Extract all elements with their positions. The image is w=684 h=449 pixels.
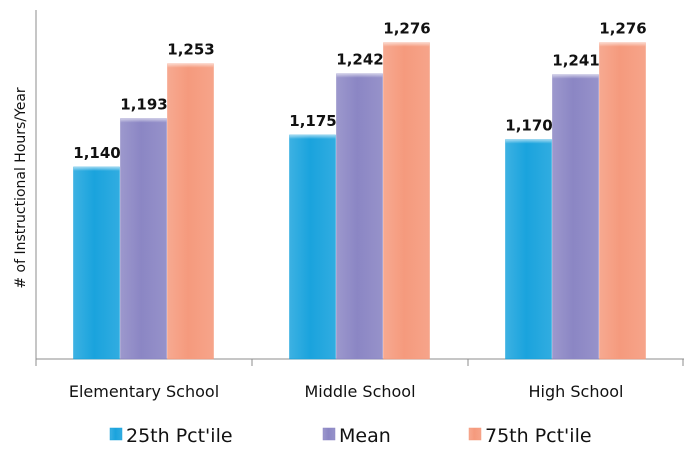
bar-mean xyxy=(552,74,599,360)
legend-item: 75th Pct'ile xyxy=(468,425,592,447)
bar-highlight xyxy=(73,167,120,171)
bar-25th-pct-ile xyxy=(505,139,552,360)
legend-label: 75th Pct'ile xyxy=(485,425,592,447)
value-label: 1,241 xyxy=(552,52,599,70)
legend-swatch xyxy=(468,427,482,441)
bar-mean xyxy=(336,73,383,360)
value-label: 1,170 xyxy=(505,117,552,135)
legend-swatch xyxy=(322,427,336,441)
value-label: 1,175 xyxy=(289,112,336,130)
legend-item: Mean xyxy=(322,425,391,447)
legend-swatch xyxy=(109,427,123,441)
bar-highlight xyxy=(120,118,167,123)
legend-item: 25th Pct'ile xyxy=(109,425,233,447)
value-label: 1,242 xyxy=(336,51,383,69)
legend: 25th Pct'ile Mean 75th Pct'ile xyxy=(109,425,592,447)
bar-highlight xyxy=(167,63,214,68)
y-axis-label: # of Instructional Hours/Year xyxy=(13,87,29,289)
bar-75th-pct-ile xyxy=(383,42,430,360)
value-label: 1,193 xyxy=(120,96,167,114)
x-tick-label: Elementary School xyxy=(69,382,219,401)
bar-mean xyxy=(120,118,167,360)
x-tick-label: High School xyxy=(529,382,624,401)
bar-highlight xyxy=(336,73,383,78)
value-label: 1,276 xyxy=(599,20,646,38)
value-label: 1,276 xyxy=(383,20,430,38)
value-label: 1,140 xyxy=(73,144,120,162)
bar-75th-pct-ile xyxy=(167,63,214,360)
x-tick-label: Middle School xyxy=(304,382,415,401)
bar-highlight xyxy=(289,135,336,139)
bar-highlight xyxy=(552,74,599,79)
bar-highlight xyxy=(383,42,430,47)
legend-label: Mean xyxy=(339,425,391,447)
bar-25th-pct-ile xyxy=(73,166,120,360)
bar-25th-pct-ile xyxy=(289,134,336,360)
legend-label: 25th Pct'ile xyxy=(126,425,233,447)
bars xyxy=(73,42,646,360)
category-labels: Elementary School Middle School High Schoo… xyxy=(69,382,624,401)
bar-75th-pct-ile xyxy=(599,42,646,360)
value-labels: 1,1401,1931,2531,1751,2421,2761,1701,241… xyxy=(73,20,646,162)
bar-highlight xyxy=(505,139,552,144)
bar-highlight xyxy=(599,42,646,47)
value-label: 1,253 xyxy=(167,41,214,59)
